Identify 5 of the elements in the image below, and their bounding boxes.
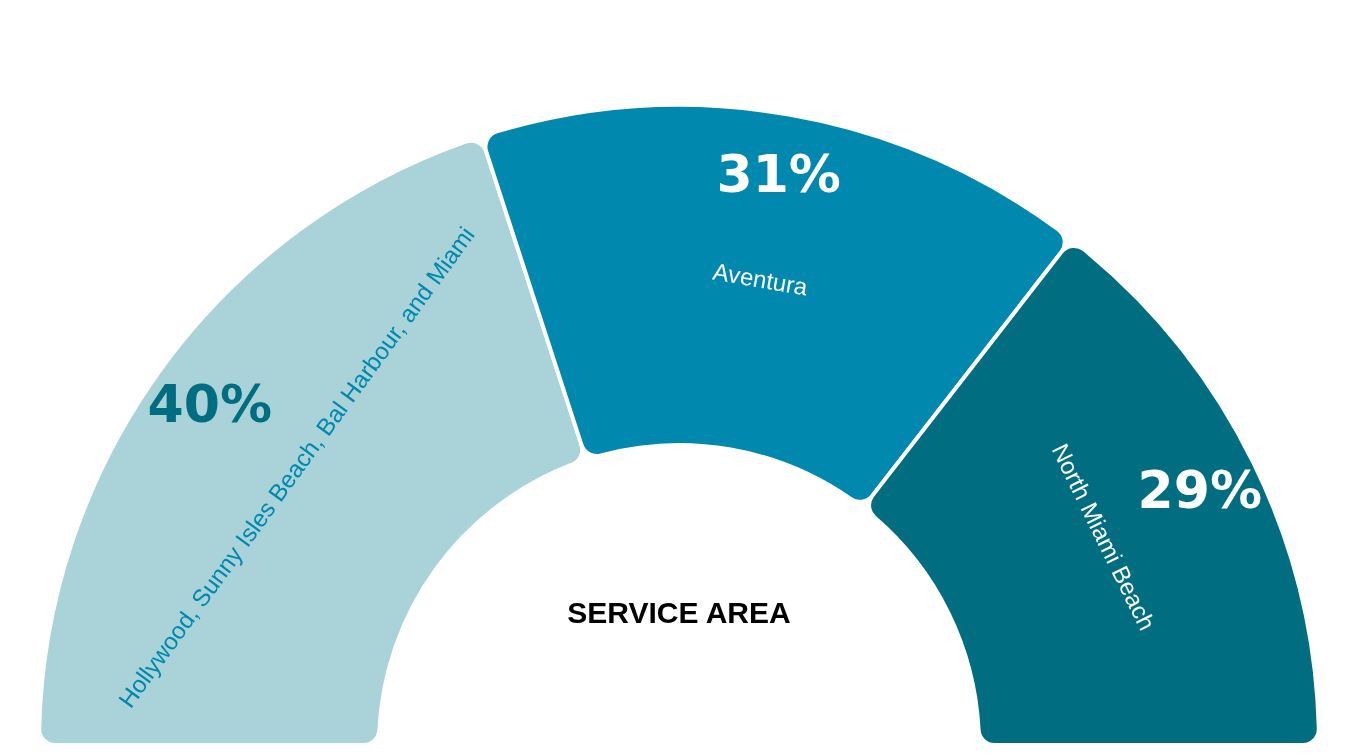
data-label: 31% — [716, 143, 841, 204]
slice-label: Aventura — [710, 257, 811, 301]
data-label: 40% — [147, 374, 272, 435]
data-label: 29% — [1137, 459, 1263, 520]
text: SERVICE AREA — [567, 595, 791, 629]
